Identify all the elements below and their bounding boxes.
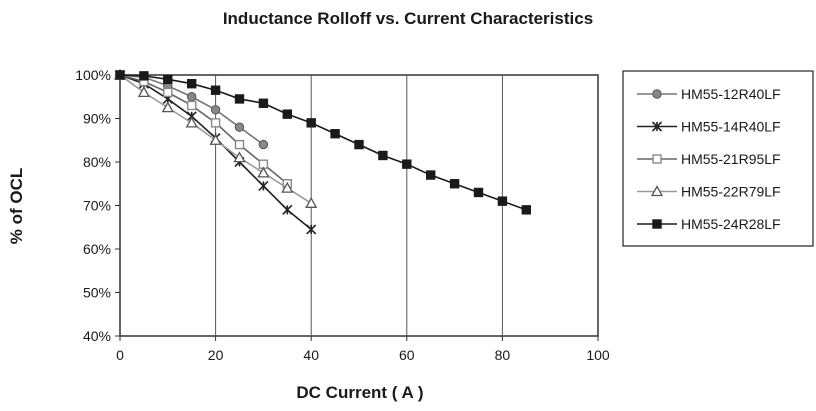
data-point-HM55-22R79LF [209,133,222,145]
data-point-HM55-21R95LF [234,139,245,150]
data-point-HM55-24R28LF [163,74,173,85]
y-tick-label: 80% [83,154,111,170]
y-tick-label: 50% [83,285,111,301]
x-tick-label: 60 [399,347,415,363]
data-point-HM55-22R79LF [161,101,174,113]
y-tick-label: 100% [75,67,111,83]
data-point-HM55-24R28LF [115,70,125,80]
legend-entry: HM55-14R40LF [681,119,781,135]
data-point-HM55-22R79LF [233,151,246,163]
legend-marker [652,89,662,99]
data-point-HM55-22R79LF [137,86,151,98]
data-point-HM55-14R40LF [282,204,293,215]
data-point-HM55-22R79LF [185,116,198,128]
legend-marker [652,154,662,164]
data-point-HM55-24R28LF [521,205,531,215]
legend-marker [650,185,664,197]
data-point-HM55-12R40LF [187,92,197,102]
y-tick-label: 40% [83,328,111,344]
data-point-HM55-12R40LF [234,122,245,132]
data-point-HM55-24R28LF [234,94,245,104]
data-point-HM55-24R28LF [330,129,340,139]
data-point-HM55-24R28LF [354,139,364,150]
y-tick-label: 70% [83,198,111,214]
data-point-HM55-22R79LF [281,181,294,193]
data-point-HM55-24R28LF [473,187,484,198]
data-point-HM55-24R28LF [378,150,388,161]
data-point-HM55-24R28LF [402,159,412,169]
data-point-HM55-24R28LF [139,71,149,81]
data-point-HM55-24R28LF [426,170,436,180]
data-point-HM55-24R28LF [187,79,197,89]
chart-title: Inductance Rolloff vs. Current Character… [222,9,594,28]
data-point-HM55-22R79LF [305,196,318,208]
legend-marker [651,121,663,132]
data-point-HM55-24R28LF [449,179,460,189]
legend-marker [652,219,662,229]
data-point-HM55-21R95LF [210,118,221,128]
data-point-HM55-24R28LF [282,109,293,119]
data-point-HM55-14R40LF [258,180,269,191]
x-axis-label: DC Current ( A ) [296,383,424,402]
y-tick-label: 90% [83,111,111,127]
data-point-HM55-12R40LF [210,105,221,115]
x-tick-label: 80 [495,347,511,363]
data-point-HM55-21R95LF [186,100,197,111]
x-tick-label: 0 [116,347,124,363]
legend-entry: HM55-12R40LF [681,86,781,102]
data-point-HM55-12R40LF [258,139,269,150]
data-point-HM55-24R28LF [306,118,316,128]
legend-entry: HM55-21R95LF [681,151,781,167]
data-point-HM55-24R28LF [210,85,221,95]
data-point-HM55-24R28LF [497,196,508,206]
data-point-HM55-22R79LF [257,166,270,178]
x-tick-label: 20 [208,347,224,363]
legend-entry: HM55-24R28LF [681,216,781,232]
data-point-HM55-21R95LF [163,87,173,98]
data-point-HM55-14R40LF [306,224,317,235]
legend-entry: HM55-22R79LF [681,184,781,200]
y-tick-label: 60% [83,241,111,257]
series-line-HM55-24R28LF [119,74,527,211]
x-tick-label: 100 [586,347,610,363]
x-tick-label: 40 [303,347,319,363]
data-point-HM55-24R28LF [258,98,269,108]
